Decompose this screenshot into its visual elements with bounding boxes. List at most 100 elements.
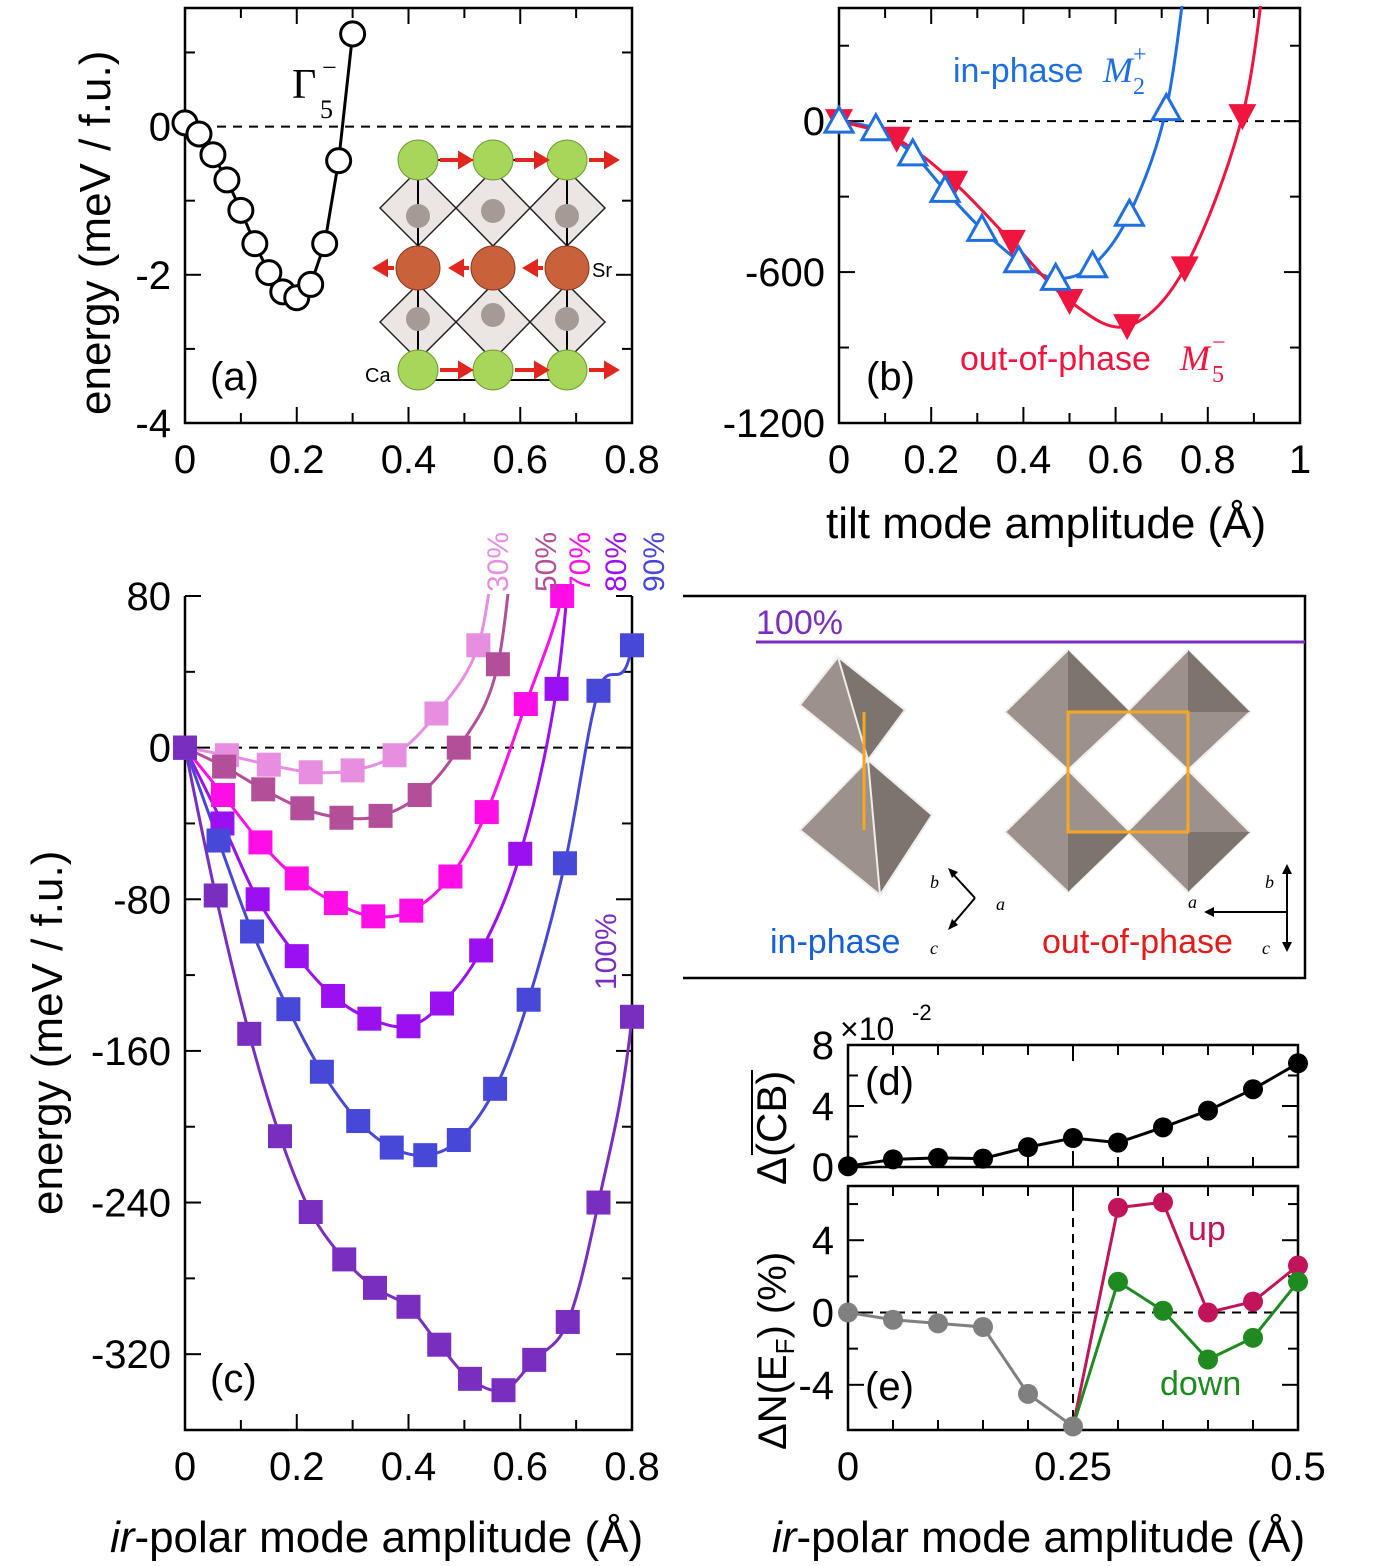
data-point-90-percent <box>276 997 301 1022</box>
data-point-in-phase <box>896 136 930 167</box>
y-tick-label: -4 <box>798 1364 834 1408</box>
data-point-out-of-phase <box>1228 104 1257 131</box>
data-point-90-percent <box>483 1076 508 1101</box>
series-line-cb <box>847 1062 1299 1168</box>
y-tick-label: -320 <box>91 1333 171 1377</box>
panel-a-axes: 0 0.2 0.4 0.6 0.8 -4 -2 0 <box>135 6 660 482</box>
octahedron-face <box>836 654 907 763</box>
y-tick-label: -1200 <box>723 402 825 446</box>
data-point-30-percent <box>424 701 449 726</box>
ca-atom <box>397 349 439 391</box>
data-point-70-percent <box>248 830 273 855</box>
data-point-in-phase <box>1149 91 1183 122</box>
label-30-percent: 30% <box>482 532 515 592</box>
data-point-total <box>928 1313 948 1334</box>
gamma-mode-label: Γ <box>292 62 316 108</box>
data-point-cb <box>1018 1137 1038 1158</box>
x-tick-label: 0.8 <box>1180 438 1236 482</box>
x-tick-label: 0.8 <box>604 1445 660 1489</box>
x-tick-label: 0 <box>174 1445 196 1489</box>
data-point-70-percent <box>438 864 463 889</box>
displacement-arrow-head <box>604 150 620 170</box>
data-point-90-percent <box>346 1109 371 1134</box>
data-point-down <box>1108 1271 1128 1292</box>
in-phase-label: in-phase <box>953 52 1083 90</box>
y-tick-label: -600 <box>745 251 825 295</box>
label-50-percent: 50% <box>530 532 563 592</box>
series-30-percent <box>185 594 491 775</box>
displacement-arrow-head <box>534 150 550 170</box>
axis-label-c: c <box>930 938 938 958</box>
data-point-cb <box>1243 1079 1263 1100</box>
inset-frame <box>683 594 1307 980</box>
data-point-cb <box>883 1149 903 1170</box>
ylabel-energy-ab: energy (meV / f.u.) <box>71 51 120 415</box>
data-point <box>325 147 353 175</box>
multiplier-exponent: -2 <box>912 1000 932 1025</box>
x-tick-label: 0.25 <box>1034 1445 1112 1489</box>
gamma-mode-sub: 5 <box>320 95 333 124</box>
octahedron-face <box>866 757 934 898</box>
y-tick-label: 0 <box>812 1146 834 1190</box>
out-of-phase-mode-sup: − <box>1212 330 1226 356</box>
axis-label-c: c <box>1262 938 1270 958</box>
gamma-mode-sup: − <box>322 53 337 82</box>
data-point-up <box>1198 1302 1218 1323</box>
data-point-80-percent <box>357 1006 382 1031</box>
x-tick-label: 0 <box>174 438 196 482</box>
data-point-70-percent <box>399 898 424 923</box>
atom-label-ca: Ca <box>365 365 391 387</box>
data-point-80-percent <box>321 983 346 1008</box>
label-80-percent: 80% <box>600 532 633 592</box>
data-point-cb <box>1063 1128 1083 1149</box>
data-point-70-percent <box>323 891 348 916</box>
y-tick-label: 80 <box>127 575 172 619</box>
y-tick-label: -4 <box>135 402 171 446</box>
b-site-atom <box>406 204 430 228</box>
y-tick-label: -80 <box>113 878 171 922</box>
x-tick-label: 0.8 <box>604 438 660 482</box>
out-of-phase-label: out-of-phase <box>960 340 1151 378</box>
data-point-in-phase <box>822 104 856 134</box>
data-point-down <box>1198 1349 1218 1370</box>
data-point-30-percent <box>298 760 323 785</box>
data-point-90-percent <box>413 1143 438 1168</box>
data-point-90-percent <box>552 851 577 876</box>
data-point-100-percent <box>362 1275 387 1300</box>
axes-frame <box>846 1043 1300 1169</box>
inset-frame-fill <box>683 596 1305 978</box>
y-tick-label: 0 <box>812 1292 834 1336</box>
data-point-80-percent <box>284 944 309 969</box>
ylabel-dnef: ΔN(EF) (%) <box>751 1252 800 1450</box>
data-point-100-percent <box>298 1200 323 1225</box>
axis-arrow-head <box>1282 942 1292 952</box>
data-point-total <box>1063 1416 1083 1437</box>
x-tick-label: 0.4 <box>996 438 1052 482</box>
data-point-30-percent <box>256 752 281 777</box>
panel-d-axes: 0 4 8 <box>812 1024 1300 1190</box>
data-point-70-percent <box>550 584 575 608</box>
data-point-90-percent <box>516 987 541 1012</box>
octahedron-face <box>1188 832 1250 892</box>
b-site-atom <box>555 204 579 228</box>
ca-atom <box>472 349 514 391</box>
label-100-percent-side: 100% <box>590 913 623 990</box>
data-point-100-percent <box>332 1247 357 1272</box>
data-point-cb <box>1153 1117 1173 1138</box>
b-site-atom <box>406 307 430 331</box>
data-point-100-percent <box>427 1332 452 1357</box>
b-site-atom <box>481 303 505 327</box>
ca-atom <box>546 139 588 181</box>
data-point-70-percent <box>210 783 235 808</box>
data-point-80-percent <box>469 938 494 963</box>
y-tick-label: 0 <box>149 106 171 150</box>
data-point-90-percent <box>309 1059 334 1084</box>
data-point-80-percent <box>245 887 270 912</box>
in-phase-mode-sup: + <box>1133 42 1147 68</box>
data-point-70-percent <box>284 866 309 891</box>
data-point-100-percent <box>491 1378 516 1403</box>
panel-label-d: (d) <box>865 1060 914 1104</box>
axis-label-b: b <box>930 872 939 892</box>
ca-atom <box>546 349 588 391</box>
data-point-70-percent <box>474 800 499 825</box>
